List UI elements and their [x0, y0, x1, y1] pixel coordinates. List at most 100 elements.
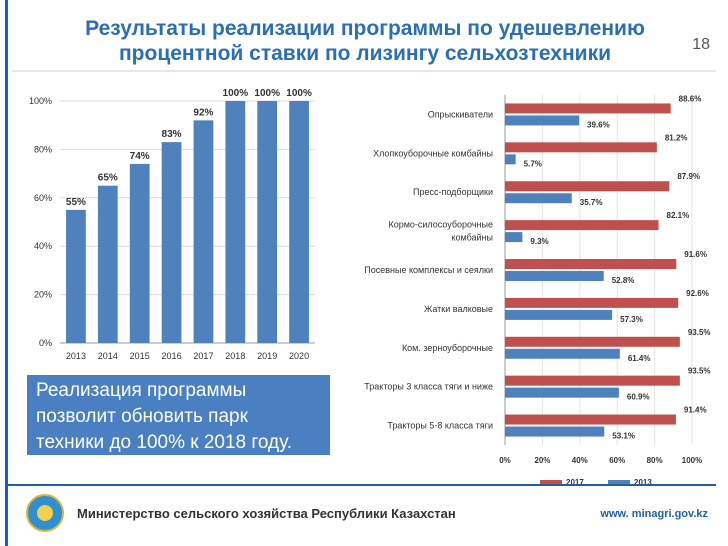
bar-2017 [505, 142, 657, 153]
x-tick-label: 100% [682, 456, 702, 465]
bar-value-label: 83% [162, 129, 182, 140]
footer-divider [8, 484, 716, 486]
title-divider [12, 70, 716, 72]
bar-2017 [505, 414, 676, 425]
x-tick-label: 2014 [98, 351, 118, 361]
x-tick-label: 80% [647, 456, 663, 465]
bar-value-label: 81.2% [665, 133, 688, 142]
x-tick-label: 2018 [225, 351, 245, 361]
bar-2013 [505, 387, 619, 398]
bar-2013 [505, 426, 605, 437]
bar [289, 101, 309, 343]
website-link[interactable]: www. minagri.gov.kz [600, 508, 708, 520]
bar [257, 101, 278, 343]
bar-value-label: 35.7% [580, 198, 603, 207]
y-tick-label: 20% [34, 290, 52, 300]
page-number: 18 [692, 36, 710, 53]
bar-value-label: 9.3% [530, 237, 548, 246]
x-tick-label: 2016 [162, 351, 182, 361]
bar-value-label: 88.6% [679, 94, 702, 103]
footer: Министерство сельского хозяйства Республ… [20, 488, 716, 538]
legend-swatch-2017 [540, 480, 562, 485]
page-title: Результаты реализации программы по удеше… [60, 16, 670, 66]
bar-value-label: 60.9% [627, 393, 650, 402]
bar-value-label: 100% [254, 88, 280, 99]
category-label: комбайны [451, 233, 493, 243]
y-tick-label: 0% [39, 338, 52, 348]
bar-2013 [505, 232, 523, 243]
bar-2013 [505, 115, 580, 126]
x-tick-label: 2015 [130, 351, 150, 361]
bar-value-label: 91.4% [684, 406, 707, 415]
bar-2013 [505, 348, 620, 359]
bar-value-label: 65% [98, 173, 118, 184]
bar [97, 185, 118, 343]
y-tick-label: 40% [34, 241, 52, 251]
title-line-2: процентной ставки по лизингу сельхозтехн… [119, 42, 611, 65]
bar [161, 142, 182, 343]
bar-value-label: 55% [66, 197, 86, 208]
bar-2013 [505, 271, 604, 281]
bar-value-label: 5.7% [524, 159, 542, 168]
bar-value-label: 92.6% [686, 289, 709, 298]
bar-2017 [505, 297, 679, 308]
category-label: Тракторы 3 класса тяги и ниже [364, 382, 493, 392]
x-tick-label: 60% [609, 456, 625, 465]
x-tick-label: 20% [534, 456, 550, 465]
bar-value-label: 61.4% [628, 354, 651, 363]
bar-2017 [505, 336, 680, 347]
bar-2017 [505, 181, 670, 192]
legend-label: 2017 [566, 478, 584, 487]
x-tick-label: 2017 [193, 351, 213, 361]
bar [66, 209, 86, 343]
emblem-sun-icon [37, 505, 53, 521]
bar-value-label: 74% [130, 151, 150, 162]
category-label: Посевные комплексы и сеялки [364, 265, 493, 275]
bar [129, 163, 150, 343]
bar-2013 [505, 309, 613, 320]
bar-2017 [505, 103, 671, 114]
category-label: Жатки валковые [424, 304, 493, 314]
legend-label: 2013 [634, 478, 652, 487]
machinery-share-bar-chart: 0% 20% 40% 60% 80% 100% 88.6% 39.6% Опрыскивател… [364, 94, 711, 487]
x-tick-label: 2013 [66, 351, 86, 361]
bar [193, 120, 214, 343]
state-emblem-icon [26, 494, 64, 532]
bar-value-label: 93.5% [688, 367, 711, 376]
y-tick-label: 100% [29, 96, 52, 106]
bar-2013 [505, 193, 572, 204]
bar-value-label: 87.9% [677, 172, 700, 181]
bar-2017 [505, 220, 659, 231]
category-label: Кормо-силосоуборочные [388, 220, 493, 230]
x-tick-label: 40% [572, 456, 588, 465]
bar-value-label: 100% [286, 88, 312, 99]
category-label: Тракторы 5-8 класса тяги [387, 421, 493, 431]
program-callout: Реализация программы позволит обновить п… [27, 375, 330, 455]
y-tick-label: 60% [34, 193, 52, 203]
ministry-name: Министерство сельского хозяйства Республ… [77, 506, 456, 521]
bar-value-label: 91.6% [684, 250, 707, 259]
legend-swatch-2013 [608, 480, 630, 485]
category-label: Хлопкоуборочные комбайны [373, 148, 493, 158]
y-tick-label: 80% [34, 144, 52, 154]
sidebar-accent-line [5, 0, 8, 546]
bar-value-label: 53.1% [612, 432, 635, 441]
bar [225, 101, 246, 343]
x-tick-label: 2019 [257, 351, 277, 361]
bar-value-label: 92% [193, 107, 213, 118]
bar-2013 [505, 154, 516, 165]
x-tick-label: 0% [499, 456, 511, 465]
coverage-bar-chart: 0% 20% 40% 60% 80% 100% 55% 2013 65% 2014 74% 2015 8… [29, 88, 315, 361]
category-label: Опрыскиватели [428, 109, 493, 119]
x-tick-label: 2020 [289, 351, 309, 361]
bar-2017 [505, 375, 680, 386]
bar-2017 [505, 259, 677, 269]
bar-value-label: 39.6% [587, 120, 610, 129]
category-label: Ком. зерноуборочные [402, 343, 493, 353]
category-label: Пресс-подборщики [413, 187, 493, 197]
bar-value-label: 82.1% [667, 211, 690, 220]
bar-value-label: 52.8% [612, 276, 635, 285]
bar-value-label: 57.3% [620, 315, 643, 324]
bar-value-label: 100% [223, 88, 249, 99]
title-line-1: Результаты реализации программы по удеше… [85, 17, 645, 40]
